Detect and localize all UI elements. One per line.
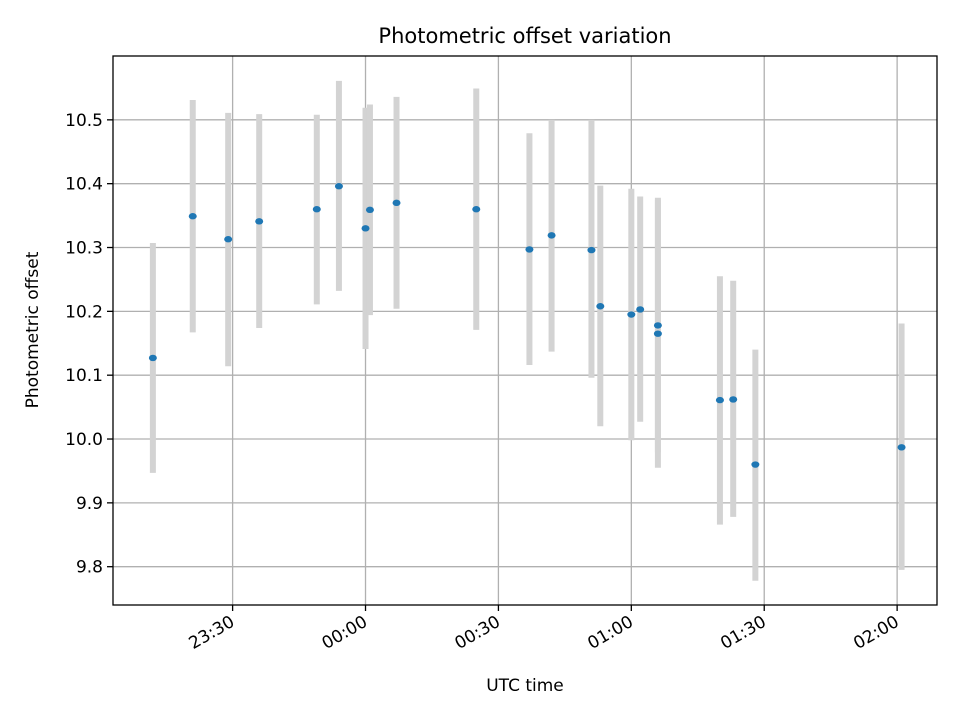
data-point [255,218,264,225]
y-tick-label: 10.4 [65,175,103,195]
data-point [472,206,481,213]
y-tick-label: 10.2 [65,302,103,322]
grid-layer [113,56,937,605]
data-point [715,396,724,404]
x-axis-label: UTC time [486,676,564,696]
x-tick-label: 00:30 [451,612,503,654]
data-point [587,246,596,254]
x-tick-label: 01:30 [717,612,769,654]
data-point [224,236,233,243]
data-point [525,246,534,253]
x-tick-label: 23:30 [186,612,238,654]
data-point [751,461,760,468]
point-layer [148,183,906,468]
data-point [596,303,605,310]
data-point [312,206,321,213]
x-tick-label: 00:00 [319,612,371,654]
y-axis-label: Photometric offset [23,251,43,408]
data-point [361,225,370,232]
data-point [392,199,401,207]
data-point [148,354,157,362]
y-tick-label: 9.8 [76,558,103,578]
plot-frame [112,55,938,606]
data-point [547,232,556,239]
data-point [653,330,662,337]
data-point [636,306,645,313]
data-point [334,183,343,190]
x-tick-label: 01:00 [584,612,636,654]
data-point [729,396,738,403]
y-tick-label: 9.9 [76,494,103,514]
data-point [653,322,662,329]
data-point [897,444,906,451]
y-tick-label: 10.5 [65,111,103,131]
y-tick-label: 10.3 [65,239,103,259]
errorbar-layer [149,80,905,581]
y-tick-label: 10.0 [65,430,103,450]
data-point [188,213,197,220]
y-tick-label: 10.1 [65,366,103,386]
data-point [627,311,636,318]
x-tick-label: 02:00 [850,612,902,654]
data-point [365,206,374,214]
chart-title: Photometric offset variation [378,24,671,48]
